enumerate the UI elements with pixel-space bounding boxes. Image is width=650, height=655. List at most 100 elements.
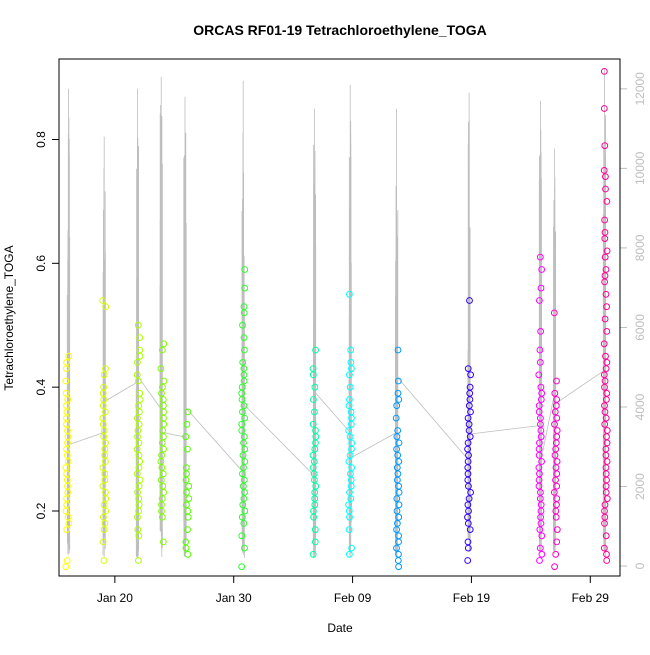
data-point (537, 501, 545, 509)
data-point (311, 408, 318, 416)
altitude-transit-line (541, 399, 554, 458)
altitude-trace-rf01 (66, 88, 104, 556)
data-point (346, 290, 353, 298)
data-point (346, 383, 354, 391)
data-point (62, 464, 70, 472)
data-point (133, 371, 141, 379)
data-point (465, 495, 473, 503)
data-point (553, 526, 561, 533)
y-tick-label: 0.8 (34, 131, 48, 148)
data-point (102, 365, 109, 373)
altitude-transit-line (105, 382, 137, 402)
data-point (346, 371, 353, 379)
data-point (394, 520, 401, 527)
data-point (345, 526, 353, 533)
data-point (394, 346, 402, 354)
data-point (134, 513, 141, 521)
data-point (63, 495, 70, 503)
data-point (536, 346, 544, 354)
data-point (133, 445, 141, 453)
y2-tick-label: 12000 (633, 72, 647, 106)
data-point (601, 315, 609, 323)
data-point (466, 383, 474, 391)
data-point (395, 377, 402, 385)
data-point (160, 445, 168, 453)
data-point (63, 402, 70, 410)
data-point (182, 464, 190, 472)
data-point (602, 445, 610, 453)
data-point (394, 451, 402, 459)
data-point (159, 383, 166, 391)
data-point (184, 445, 191, 453)
data-point (551, 408, 559, 416)
data-point (394, 389, 402, 397)
data-point (63, 359, 70, 366)
data-point (602, 290, 610, 298)
data-point (538, 550, 546, 558)
altitude-trace-rf07 (312, 108, 350, 558)
data-point (345, 427, 353, 434)
data-point (239, 359, 247, 366)
data-point (464, 557, 472, 564)
data-point (100, 501, 108, 509)
data-point (159, 482, 167, 490)
altitude-trace-rf13 (602, 68, 607, 557)
data-point (310, 470, 318, 478)
data-point (241, 414, 249, 422)
data-point (62, 389, 70, 397)
data-point (100, 513, 107, 521)
data-point (239, 501, 247, 509)
data-point (551, 563, 558, 571)
data-point (600, 544, 608, 552)
altitude-trace-rf03 (135, 88, 161, 559)
data-point (65, 352, 73, 360)
data-point (395, 513, 403, 521)
altitude-trace-rf04 (159, 76, 184, 557)
data-point (395, 482, 403, 490)
data-point (160, 489, 168, 496)
data-point (311, 489, 319, 496)
data-point (553, 427, 561, 434)
data-point (603, 247, 611, 255)
chart-title: ORCAS RF01-19 Tetrachloroethylene_TOGA (193, 22, 487, 38)
data-point (464, 501, 472, 509)
data-point (393, 495, 401, 503)
x-tick-label: Jan 30 (216, 591, 252, 605)
data-point (553, 495, 561, 503)
data-point (184, 550, 192, 558)
x-axis-label: Date (327, 621, 353, 635)
data-point (100, 383, 107, 391)
data-point (238, 513, 246, 521)
data-point (464, 538, 472, 546)
altitude-trace-path (538, 100, 542, 553)
altitude-trace-path (183, 96, 187, 557)
data-point (536, 544, 544, 552)
y-tick-label: 0.2 (34, 502, 48, 519)
series-rf13 (600, 68, 611, 564)
y2-tick-label: 6000 (633, 314, 647, 341)
y2-tick-label: 8000 (633, 234, 647, 261)
plot-frame (58, 58, 621, 577)
altitude-trace-layer (66, 68, 607, 559)
data-point (603, 495, 611, 503)
series-rf07 (309, 346, 320, 558)
data-point (536, 359, 544, 366)
data-point (99, 538, 107, 546)
data-point (102, 507, 110, 515)
data-point (551, 389, 559, 397)
data-point (603, 359, 611, 366)
data-point (467, 408, 474, 416)
data-point (101, 470, 109, 478)
data-point (183, 489, 190, 496)
data-point (135, 377, 142, 385)
data-point (241, 458, 249, 465)
altitude-transit-line (315, 392, 350, 432)
altitude-transit-line (555, 370, 604, 404)
data-point (345, 458, 353, 465)
data-point (601, 501, 609, 509)
data-point (62, 563, 70, 571)
data-point (600, 371, 608, 379)
data-point (538, 266, 546, 273)
y-axis-label: Tetrachloroethylene_TOGA (2, 245, 16, 390)
